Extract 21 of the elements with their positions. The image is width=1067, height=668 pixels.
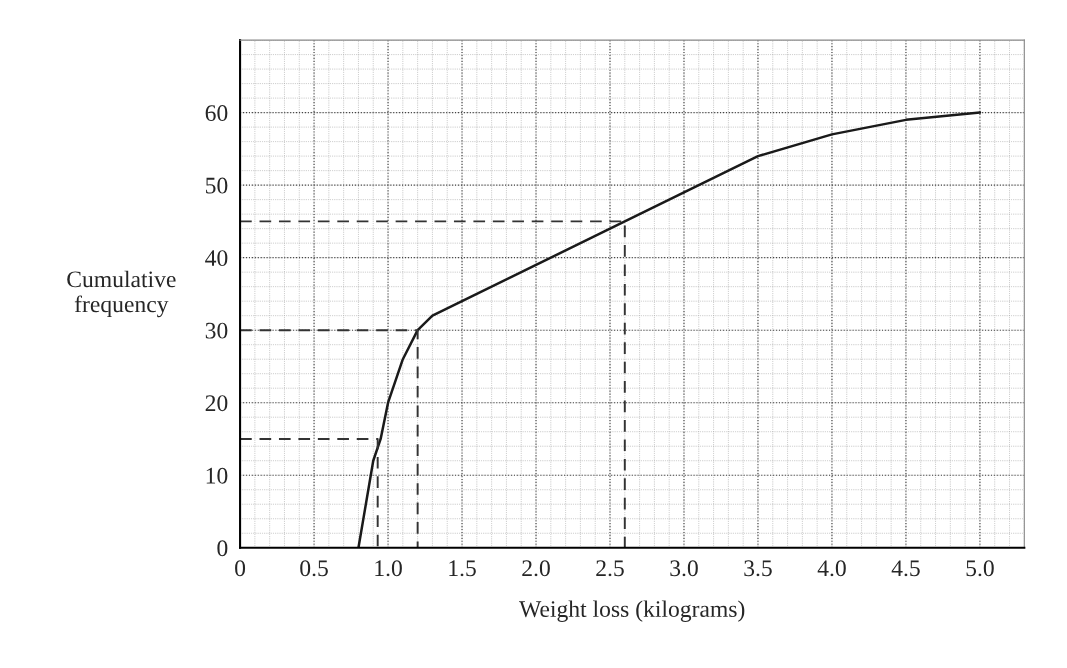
y-tick-label: 10	[206, 467, 228, 484]
y-axis-title: Cumulative frequency	[67, 270, 176, 318]
x-tick-label: 4.0	[817, 560, 846, 577]
y-tick-label: 50	[206, 177, 228, 194]
x-tick-label: 1.5	[449, 560, 476, 577]
x-tick-label: 5.0	[966, 560, 994, 577]
x-axis-title: Weight loss (kilograms)	[519, 600, 745, 622]
x-tick-label: 0	[235, 560, 246, 577]
y-tick-label: 30	[205, 322, 228, 339]
x-tick-label: 4.5	[891, 560, 920, 577]
x-tick-label: 2.0	[522, 560, 550, 577]
x-tick-label: 1.0	[375, 560, 402, 577]
y-tick-label: 0	[217, 540, 228, 557]
x-tick-label: 0.5	[300, 560, 328, 577]
y-tick-label: 20	[205, 395, 228, 412]
x-tick-label: 2.5	[596, 560, 624, 577]
x-tick-label: 3.5	[744, 560, 772, 577]
y-tick-label: 40	[205, 250, 228, 267]
y-tick-label: 60	[205, 105, 228, 122]
line-series	[357, 111, 982, 548]
x-tick-label: 3.0	[670, 560, 698, 577]
